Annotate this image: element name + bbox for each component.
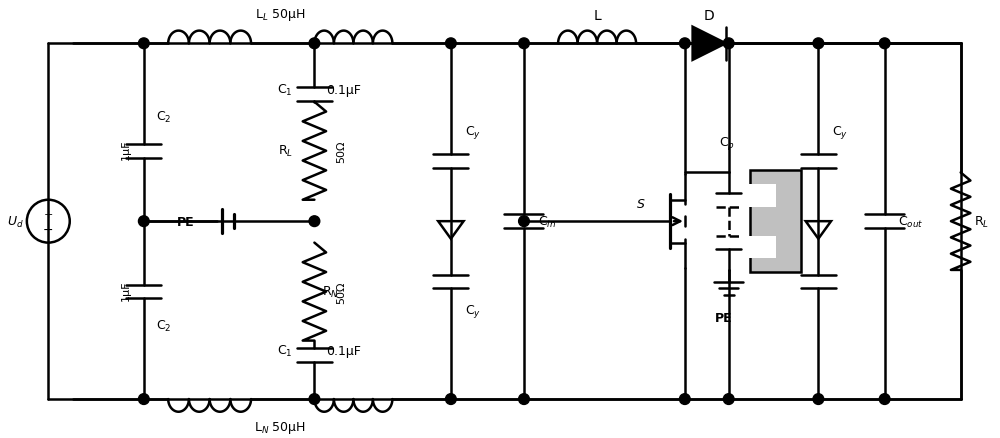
Bar <box>749 236 776 258</box>
Text: −: − <box>43 223 54 236</box>
Text: C$_{out}$: C$_{out}$ <box>898 214 924 229</box>
Circle shape <box>879 39 890 49</box>
Text: U$_d$: U$_d$ <box>7 214 24 229</box>
Text: 50Ω: 50Ω <box>336 140 346 162</box>
Text: S: S <box>637 198 645 211</box>
Text: 0.1μF: 0.1μF <box>326 83 361 96</box>
Circle shape <box>679 39 690 49</box>
Circle shape <box>446 394 456 405</box>
Text: C$_2$: C$_2$ <box>156 110 171 125</box>
Text: C$_p$: C$_p$ <box>719 134 735 152</box>
Text: 50Ω: 50Ω <box>336 281 346 303</box>
Circle shape <box>813 394 824 405</box>
Circle shape <box>519 39 529 49</box>
Text: R$_N$: R$_N$ <box>322 284 339 300</box>
Text: PE: PE <box>177 215 195 228</box>
Text: 1μF: 1μF <box>121 279 131 300</box>
Circle shape <box>309 216 320 227</box>
Text: C$_y$: C$_y$ <box>465 124 481 141</box>
Bar <box>750 171 801 273</box>
Circle shape <box>813 39 824 49</box>
Text: +: + <box>44 210 53 220</box>
Text: C$_2$: C$_2$ <box>156 318 171 333</box>
Text: PE: PE <box>715 311 733 324</box>
Text: C$_1$: C$_1$ <box>277 343 293 358</box>
Circle shape <box>309 39 320 49</box>
Circle shape <box>519 394 529 405</box>
Text: C$_y$: C$_y$ <box>832 124 848 141</box>
Text: R$_L$: R$_L$ <box>974 214 989 229</box>
Text: C$_y$: C$_y$ <box>465 303 481 320</box>
Text: C$_{in}$: C$_{in}$ <box>538 214 556 229</box>
Circle shape <box>446 39 456 49</box>
Text: L: L <box>593 9 601 23</box>
Text: L$_L$ 50μH: L$_L$ 50μH <box>255 7 305 23</box>
Text: D: D <box>704 9 715 23</box>
Text: 0.1μF: 0.1μF <box>326 344 361 357</box>
Bar <box>749 185 776 207</box>
Circle shape <box>138 216 149 227</box>
Circle shape <box>679 394 690 405</box>
Text: C$_1$: C$_1$ <box>277 82 293 97</box>
Circle shape <box>723 394 734 405</box>
Polygon shape <box>693 28 726 61</box>
Text: R$_L$: R$_L$ <box>278 144 293 159</box>
Circle shape <box>309 394 320 405</box>
Text: L$_N$ 50μH: L$_N$ 50μH <box>254 419 306 434</box>
Text: 1μF: 1μF <box>121 139 131 160</box>
Circle shape <box>519 216 529 227</box>
Circle shape <box>138 39 149 49</box>
Circle shape <box>138 394 149 405</box>
Circle shape <box>879 394 890 405</box>
Circle shape <box>723 39 734 49</box>
